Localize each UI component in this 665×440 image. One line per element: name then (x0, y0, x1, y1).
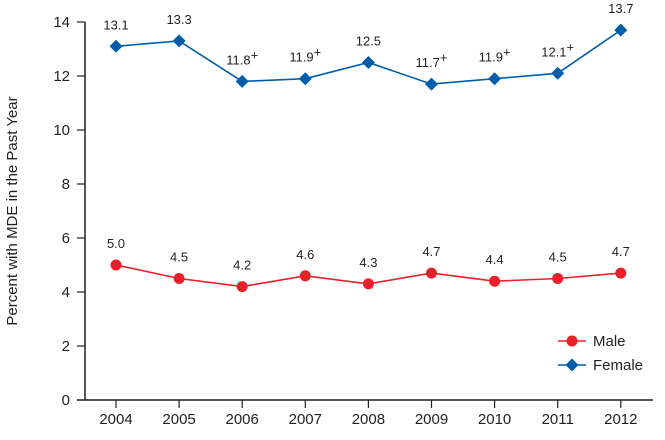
legend-label: Female (593, 357, 643, 374)
axes: 0 2 4 6 8 10 12 14 2004 2005 2006 2007 2008 2009 2010 2… (53, 14, 653, 428)
y-tick-label: 2 (62, 338, 70, 355)
x-tick-label: 2007 (289, 411, 322, 428)
legend: Male Female (558, 333, 643, 374)
data-point (172, 34, 186, 48)
y-tick-label: 14 (53, 14, 70, 31)
y-tick-label: 12 (53, 68, 70, 85)
data-point (614, 23, 628, 37)
data-label: 13.1 (103, 17, 128, 32)
x-tick-label: 2009 (415, 411, 448, 428)
data-point (299, 270, 311, 282)
series-male: 5.0 4.5 4.2 4.6 4.3 4.7 4.4 4.5 4.7 (107, 236, 630, 293)
legend-label: Male (593, 333, 626, 350)
legend-item-male: Male (558, 333, 626, 350)
data-label: 4.7 (422, 244, 440, 259)
x-tick-label: 2012 (604, 411, 637, 428)
data-point (615, 267, 627, 279)
data-label: 11.9+ (479, 45, 511, 65)
x-tick-label: 2004 (99, 411, 132, 428)
x-tick-label: 2011 (542, 411, 574, 428)
data-point (551, 66, 565, 80)
y-tick-label: 8 (62, 176, 70, 193)
x-tick-label: 2010 (478, 411, 511, 428)
data-label: 13.3 (166, 12, 191, 27)
data-point (552, 273, 564, 284)
data-point (426, 267, 437, 279)
data-label: 13.7 (608, 1, 633, 16)
data-point (235, 74, 249, 88)
data-label: 12.1+ (541, 39, 574, 59)
data-point (361, 56, 375, 69)
y-tick-label: 0 (62, 392, 70, 409)
data-label: 4.5 (549, 250, 567, 265)
data-point (488, 72, 502, 86)
y-tick-label: 4 (62, 284, 70, 301)
data-point (173, 273, 185, 284)
data-label: 4.2 (233, 258, 251, 273)
data-point (489, 275, 501, 287)
significance-mark: + (440, 50, 448, 65)
data-label: 4.5 (170, 250, 188, 265)
significance-mark: + (251, 47, 259, 62)
data-label: 4.3 (359, 255, 377, 270)
data-label: 4.7 (612, 244, 630, 259)
significance-mark: + (503, 45, 511, 60)
legend-item-female: Female (558, 357, 643, 374)
significance-mark: + (314, 45, 322, 60)
y-axis-label: Percent with MDE in the Past Year (4, 96, 21, 325)
data-label: 11.7+ (416, 50, 448, 70)
data-point (110, 259, 122, 271)
data-point (298, 72, 312, 86)
x-tick-label: 2005 (162, 411, 195, 428)
series-layer: 5.0 4.5 4.2 4.6 4.3 4.7 4.4 4.5 4.7 13.1 13.3 11.8+… (103, 1, 633, 293)
data-point (425, 77, 438, 91)
data-label: 5.0 (107, 236, 125, 251)
data-label: 4.6 (296, 247, 314, 262)
data-label: 11.8+ (226, 47, 258, 67)
x-tick-label: 2008 (352, 411, 385, 428)
data-label: 4.4 (486, 252, 504, 267)
legend-marker (565, 358, 579, 372)
data-point (236, 281, 248, 293)
x-tick-label: 2006 (226, 411, 259, 428)
data-point (109, 39, 123, 53)
significance-mark: + (567, 39, 575, 54)
series-female: 13.1 13.3 11.8+ 11.9+ 12.5 11.7+ 11.9+ 12.1+ 13.… (103, 1, 633, 91)
data-point (362, 278, 374, 290)
y-tick-label: 10 (53, 122, 70, 139)
data-label: 11.9+ (289, 45, 321, 65)
y-tick-label: 6 (62, 230, 70, 247)
legend-marker (566, 335, 578, 347)
data-label: 12.5 (356, 34, 381, 49)
